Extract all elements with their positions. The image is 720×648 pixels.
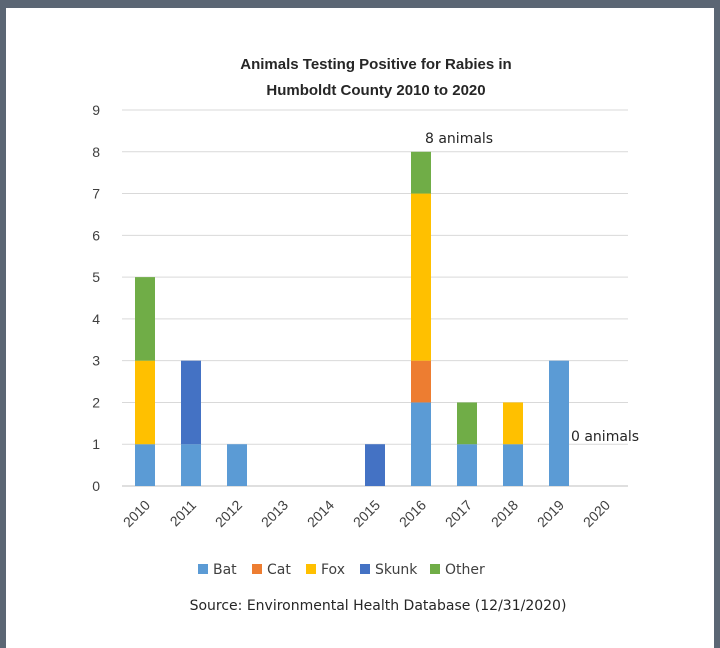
y-axis-ticks: 0 1 2 3 4 5 6 7 8 9: [92, 102, 100, 494]
legend-label: Bat: [213, 562, 237, 578]
bar-segment-other-2017: [457, 402, 477, 445]
x-tick-label: 2012: [212, 497, 245, 530]
bar-segment-cat-2016: [411, 360, 431, 403]
legend-swatch-bat: [198, 564, 208, 574]
y-tick-label: 7: [92, 186, 100, 202]
legend-swatch-cat: [252, 564, 262, 574]
x-tick-label: 2019: [534, 497, 567, 530]
y-tick-label: 1: [92, 436, 100, 452]
legend-label: Cat: [267, 562, 291, 578]
bar-segment-bat-2018: [503, 444, 523, 486]
annotation-label: 0 animals: [571, 429, 639, 445]
bar-segment-skunk-2011: [181, 360, 201, 445]
chart-title-line-2: Humboldt County 2010 to 2020: [266, 82, 485, 99]
y-tick-label: 0: [92, 478, 100, 494]
bars: [135, 151, 569, 486]
bar-segment-bat-2017: [457, 444, 477, 486]
bar-segment-fox-2018: [503, 402, 523, 445]
x-tick-label: 2020: [580, 497, 613, 530]
bar-segment-fox-2016: [411, 193, 431, 361]
legend: Bat Cat Fox Skunk Other: [198, 562, 485, 578]
bar-segment-skunk-2015: [365, 444, 385, 486]
legend-swatch-skunk: [360, 564, 370, 574]
x-tick-label: 2017: [442, 497, 475, 530]
legend-label: Skunk: [375, 562, 418, 578]
x-tick-label: 2015: [350, 497, 383, 530]
chart-title: Animals Testing Positive for Rabies in H…: [240, 56, 511, 99]
source-note: Source: Environmental Health Database (1…: [190, 598, 567, 614]
bar-segment-bat-2019: [549, 360, 569, 486]
legend-swatch-fox: [306, 564, 316, 574]
y-tick-label: 2: [92, 394, 100, 410]
x-tick-label: 2018: [488, 497, 521, 530]
chart-frame: Animals Testing Positive for Rabies in H…: [6, 8, 714, 648]
bar-segment-other-2010: [135, 277, 155, 361]
y-tick-label: 8: [92, 144, 100, 160]
x-axis-ticks: 2010 2011 2012 2013 2014 2015 2016 2017 2018 2019…: [120, 497, 613, 530]
legend-label: Fox: [321, 562, 345, 578]
bar-segment-other-2016: [411, 151, 431, 194]
x-tick-label: 2011: [167, 497, 200, 530]
chart: Animals Testing Positive for Rabies in H…: [92, 56, 639, 614]
chart-title-line-1: Animals Testing Positive for Rabies in: [240, 56, 511, 73]
bar-segment-bat-2016: [411, 402, 431, 486]
annotation-label: 8 animals: [425, 131, 493, 147]
x-tick-label: 2013: [258, 497, 291, 530]
x-tick-label: 2016: [396, 497, 429, 530]
y-tick-label: 9: [92, 102, 100, 118]
legend-label: Other: [445, 562, 485, 578]
gridlines: [122, 109, 628, 487]
bar-segment-fox-2010: [135, 360, 155, 445]
y-tick-label: 3: [92, 353, 100, 369]
annotations: 8 animals 0 animals: [425, 131, 639, 445]
y-tick-label: 4: [92, 311, 100, 327]
bar-segment-bat-2011: [181, 444, 201, 486]
x-tick-label: 2010: [120, 497, 153, 530]
y-tick-label: 5: [92, 269, 100, 285]
legend-swatch-other: [430, 564, 440, 574]
x-tick-label: 2014: [304, 497, 337, 530]
bar-segment-bat-2012: [227, 444, 247, 486]
y-tick-label: 6: [92, 227, 100, 243]
bar-segment-bat-2010: [135, 444, 155, 486]
